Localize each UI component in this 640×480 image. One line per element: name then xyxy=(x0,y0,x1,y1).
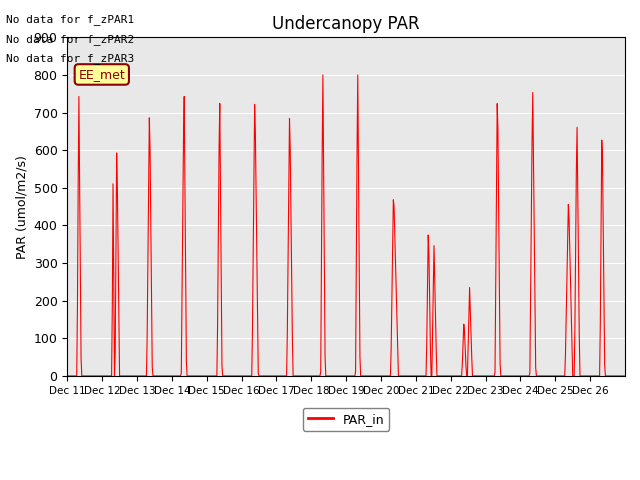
Y-axis label: PAR (umol/m2/s): PAR (umol/m2/s) xyxy=(15,155,28,259)
Text: No data for f_zPAR2: No data for f_zPAR2 xyxy=(6,34,134,45)
Text: EE_met: EE_met xyxy=(79,68,125,81)
Legend: PAR_in: PAR_in xyxy=(303,408,390,431)
Title: Undercanopy PAR: Undercanopy PAR xyxy=(273,15,420,33)
Text: No data for f_zPAR3: No data for f_zPAR3 xyxy=(6,53,134,64)
Text: No data for f_zPAR1: No data for f_zPAR1 xyxy=(6,14,134,25)
